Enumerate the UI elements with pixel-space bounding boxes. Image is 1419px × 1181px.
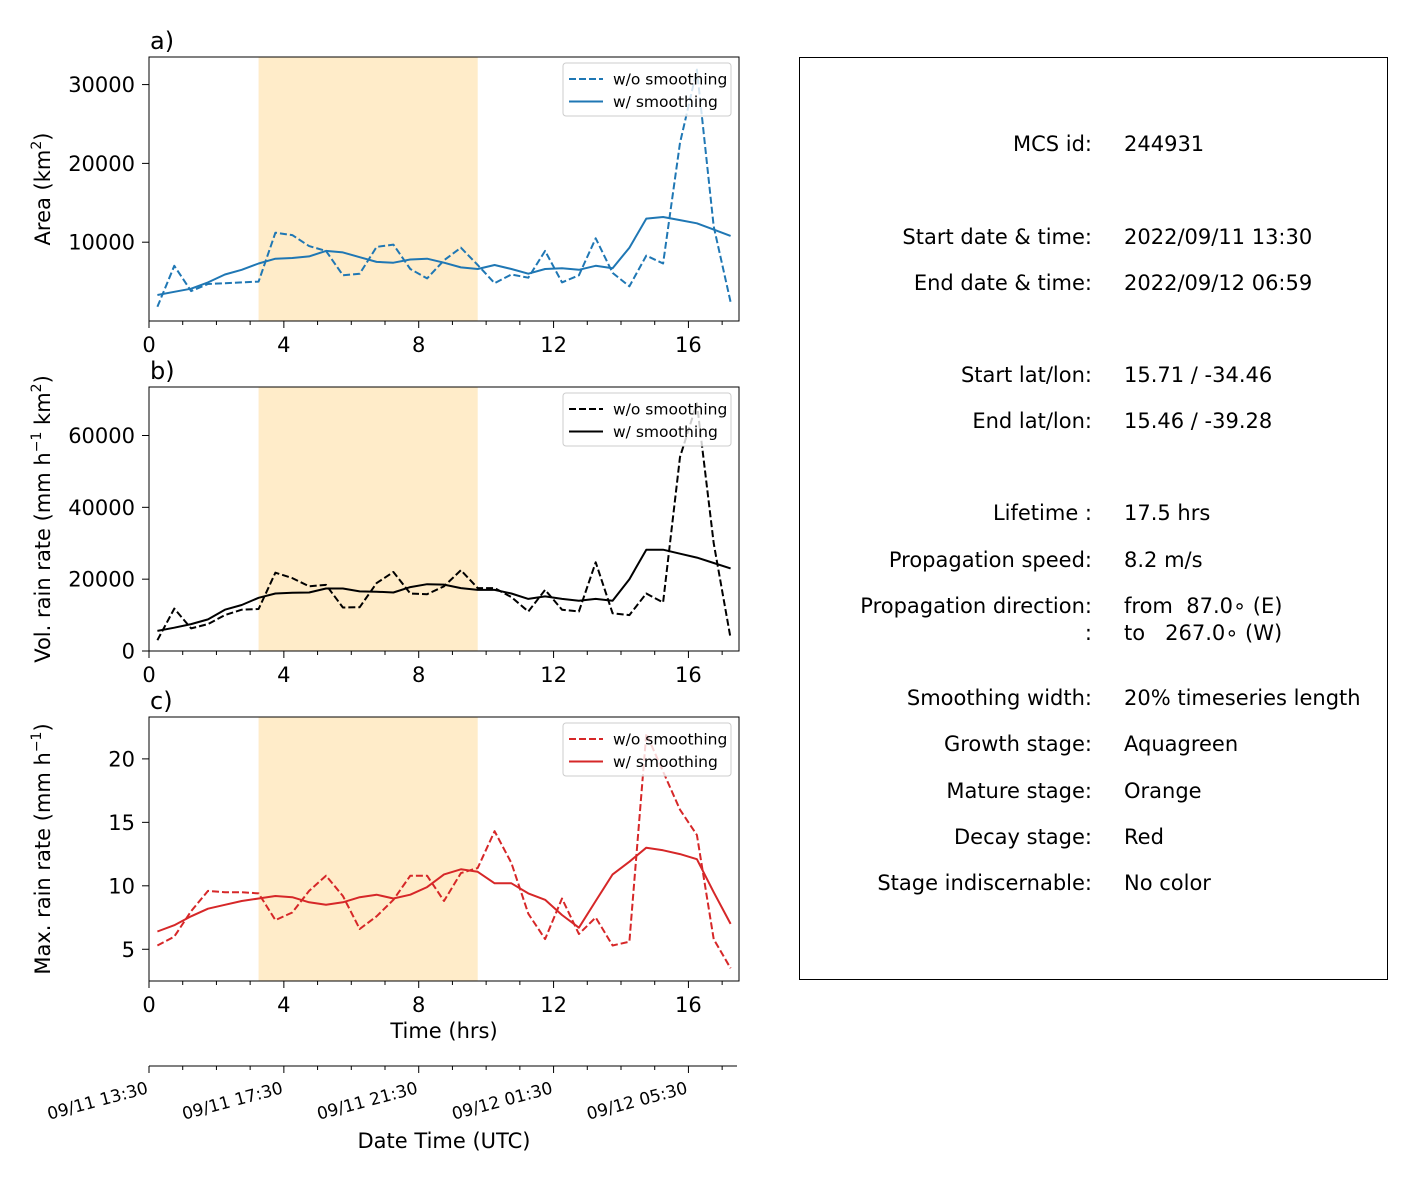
info-value-propagation-direction-to: to 267.0∘ (W) xyxy=(1124,621,1283,645)
info-label-propagation-direction-colon: : xyxy=(1084,621,1092,645)
y-tick-label: 0 xyxy=(122,640,135,664)
info-label-propagation-speed: Propagation speed: xyxy=(888,548,1092,572)
info-label-mature-stage: Mature stage: xyxy=(946,779,1092,803)
axes-frame xyxy=(148,386,740,652)
y-tick-label: 20000 xyxy=(68,568,135,592)
info-label-growth-stage: Growth stage: xyxy=(943,732,1092,756)
y-tick-label: 20000 xyxy=(68,152,135,176)
info-label-smoothing-width: Smoothing width: xyxy=(906,686,1092,710)
x-tick-label: 0 xyxy=(142,993,155,1017)
legend: w/o smoothing w/ smoothing xyxy=(562,62,732,117)
datetime-tick-label: 09/11 21:30 xyxy=(315,1079,420,1125)
info-label-decay-stage: Decay stage: xyxy=(954,825,1092,849)
axes-frame xyxy=(148,56,740,322)
panel-label: a) xyxy=(150,27,174,55)
info-value-mcs-id: 244931 xyxy=(1124,132,1205,156)
info-label-stage-indiscernable: Stage indiscernable: xyxy=(877,871,1092,895)
legend-frame xyxy=(562,392,732,447)
x-tick-label: 8 xyxy=(412,333,425,357)
x-tick-label: 0 xyxy=(142,333,155,357)
info-label-start-datetime: Start date & time: xyxy=(902,225,1092,249)
max-rain-series-with-smoothing-line xyxy=(157,846,732,933)
legend-entry: w/o smoothing xyxy=(613,401,727,419)
x-tick-label: 12 xyxy=(540,663,567,687)
info-label-lifetime: Lifetime : xyxy=(992,501,1092,525)
legend: w/o smoothing w/ smoothing xyxy=(562,722,732,777)
y-tick-label: 30000 xyxy=(68,73,135,97)
x-tick-label: 16 xyxy=(675,993,702,1017)
x-tick-label: 12 xyxy=(540,333,567,357)
mature-stage-span xyxy=(258,57,478,321)
y-tick-label: 5 xyxy=(122,938,135,962)
info-value-propagation-direction-from: from 87.0∘ (E) xyxy=(1124,594,1283,618)
datetime-tick-label: 09/11 17:30 xyxy=(180,1079,285,1125)
datetime-axis: 09/11 13:30 09/11 17:30 09/11 21:30 09/12 0… xyxy=(45,1065,737,1153)
info-value-stage-indiscernable: No color xyxy=(1124,871,1211,895)
x-tick-label: 4 xyxy=(277,663,290,687)
info-value-start-latlon: 15.71 / -34.46 xyxy=(1124,363,1273,387)
legend-frame xyxy=(562,722,732,777)
info-label-end-datetime: End date & time: xyxy=(913,271,1092,295)
x-tick-label: 16 xyxy=(675,333,702,357)
info-value-mature-stage: Orange xyxy=(1124,779,1202,803)
info-value-end-latlon: 15.46 / -39.28 xyxy=(1124,409,1273,433)
legend-entry: w/ smoothing xyxy=(613,93,718,111)
x-tick-label: 0 xyxy=(142,663,155,687)
mcs-info-box: MCS id: 244931 Start date & time: 2022/0… xyxy=(799,57,1388,980)
info-value-end-datetime: 2022/09/12 06:59 xyxy=(1124,271,1313,295)
y-axis-label: Vol. rain rate (mm h−1 km2) xyxy=(29,375,55,663)
vol-rain-series-with-smoothing-line xyxy=(157,548,731,632)
y-axis-label: Area (km2) xyxy=(29,133,55,246)
x-tick-label: 8 xyxy=(412,663,425,687)
y-tick-label: 10 xyxy=(108,874,135,898)
datetime-axis-label: Date Time (UTC) xyxy=(358,1129,531,1153)
y-tick-label: 10000 xyxy=(68,231,135,255)
info-value-lifetime: 17.5 hrs xyxy=(1124,501,1211,525)
legend: w/o smoothing w/ smoothing xyxy=(562,392,732,447)
x-axis-label: Time (hrs) xyxy=(389,1019,497,1043)
legend-frame xyxy=(562,62,732,117)
x-tick-label: 16 xyxy=(675,663,702,687)
info-value-propagation-speed: 8.2 m/s xyxy=(1124,548,1203,572)
y-tick-label: 15 xyxy=(108,811,135,835)
y-tick-label: 60000 xyxy=(68,424,135,448)
panel-label: c) xyxy=(150,687,173,715)
legend-entry: w/o smoothing xyxy=(613,71,727,89)
datetime-tick-label: 09/12 01:30 xyxy=(450,1079,555,1125)
vol-rain-series-without-smoothing-line xyxy=(156,402,732,641)
info-value-smoothing-width: 20% timeseries length xyxy=(1124,686,1361,710)
info-value-decay-stage: Red xyxy=(1124,825,1164,849)
panel-area: 0 4 8 12 16 10000 20000 30000 a) Area (km2) w/o sm… xyxy=(29,27,740,357)
y-tick-label: 40000 xyxy=(68,496,135,520)
panel-max-rain-rate: 0 4 8 12 16 5 10 15 20 c) Max. rain rate (mm h−1) T… xyxy=(29,687,740,1043)
info-label-mcs-id: MCS id: xyxy=(1012,132,1092,156)
x-tick-label: 4 xyxy=(277,333,290,357)
legend-entry: w/ smoothing xyxy=(613,423,718,441)
mature-stage-span xyxy=(258,387,478,651)
y-tick-label: 20 xyxy=(108,747,135,771)
area-series-without-smoothing-line xyxy=(156,68,732,308)
x-tick-label: 8 xyxy=(412,993,425,1017)
info-label-start-latlon: Start lat/lon: xyxy=(960,363,1092,387)
datetime-tick-label: 09/12 05:30 xyxy=(585,1079,690,1125)
info-label-end-latlon: End lat/lon: xyxy=(972,409,1092,433)
info-value-growth-stage: Aquagreen xyxy=(1124,732,1239,756)
panel-label: b) xyxy=(150,357,175,385)
panel-volumetric-rain-rate: 0 4 8 12 16 0 20000 40000 60000 b) Vol. rain rate … xyxy=(29,357,740,687)
datetime-tick-label: 09/11 13:30 xyxy=(45,1079,150,1125)
x-tick-label: 4 xyxy=(277,993,290,1017)
legend-entry: w/o smoothing xyxy=(613,731,727,749)
legend-entry: w/ smoothing xyxy=(613,753,718,771)
info-value-start-datetime: 2022/09/11 13:30 xyxy=(1124,225,1313,249)
max-rain-series-without-smoothing-line xyxy=(156,732,732,969)
mature-stage-span xyxy=(258,717,478,981)
axes-frame xyxy=(148,716,740,982)
x-tick-label: 12 xyxy=(540,993,567,1017)
y-axis-label: Max. rain rate (mm h−1) xyxy=(29,723,55,974)
area-series-with-smoothing-line xyxy=(157,216,731,296)
info-label-propagation-direction: Propagation direction: xyxy=(860,594,1092,618)
